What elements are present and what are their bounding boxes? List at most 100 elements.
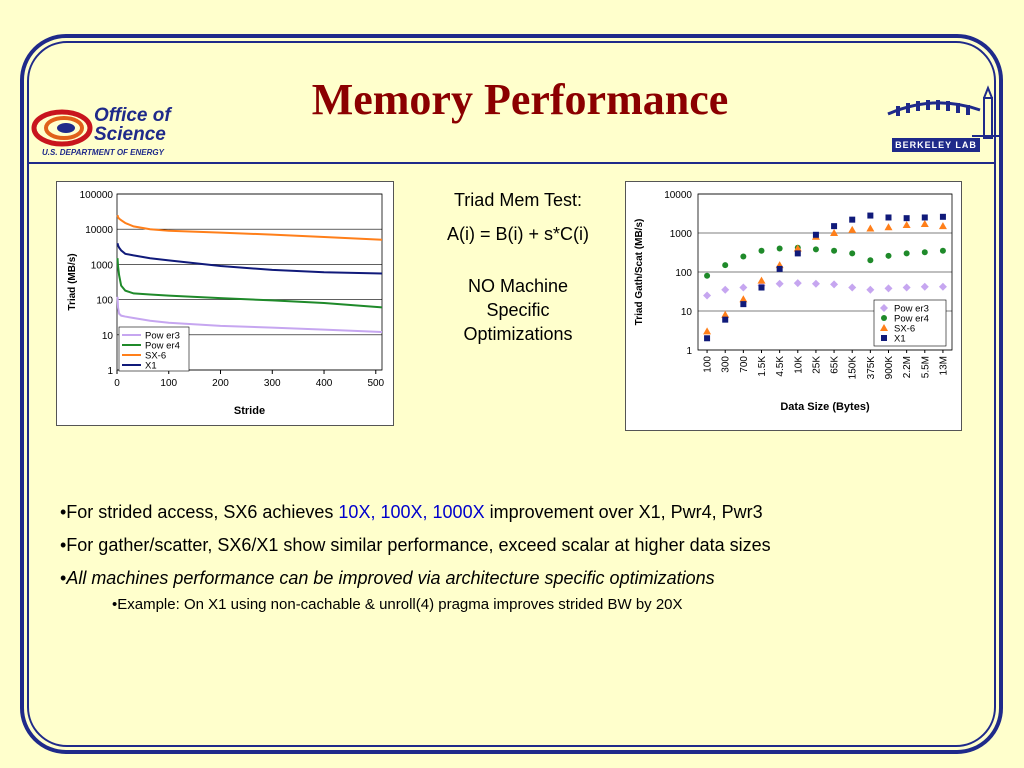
- legend-label: SX-6: [894, 324, 915, 335]
- y-tick-label: 10: [102, 331, 114, 342]
- point-sx-6: [721, 310, 730, 318]
- bullet-strided-suffix: improvement over X1, Pwr4, Pwr3: [484, 502, 763, 522]
- y-tick-label: 1000: [670, 229, 693, 240]
- point-power3: [775, 279, 784, 288]
- highlight-10x: 10X: [338, 502, 371, 522]
- x-tick-label: 1.5K: [757, 356, 768, 377]
- x-tick-label: 4.5K: [775, 356, 786, 377]
- point-x1: [885, 214, 892, 221]
- legend-marker: [881, 335, 887, 341]
- point-power3: [848, 283, 857, 292]
- point-power3: [830, 280, 839, 289]
- legend-label: Pow er3: [894, 304, 929, 315]
- bullet-strided: •For strided access, SX6 achieves 10X, 1…: [60, 496, 990, 529]
- bullet-list: •For strided access, SX6 achieves 10X, 1…: [60, 496, 990, 619]
- point-power3: [739, 283, 748, 292]
- point-power3: [793, 279, 802, 288]
- x-tick-label: 150K: [848, 356, 859, 380]
- title-divider: [28, 162, 996, 164]
- point-power4: [939, 247, 946, 254]
- point-sx-6: [938, 222, 947, 230]
- x-tick-label: 100: [703, 356, 714, 373]
- x-tick-label: 10K: [793, 356, 804, 374]
- point-x1: [812, 231, 819, 238]
- highlight-sep2: ,: [422, 502, 433, 522]
- bullet-mark: •: [60, 568, 67, 588]
- y-tick-label: 1: [686, 346, 692, 357]
- point-power3: [920, 282, 929, 291]
- point-sx-6: [866, 224, 875, 232]
- point-power4: [776, 245, 783, 252]
- point-x1: [776, 265, 783, 272]
- no-opt-line3: Optimizations: [463, 324, 573, 344]
- point-x1: [939, 213, 946, 220]
- x-tick-label: 2.2M: [902, 356, 913, 378]
- legend-label: Pow er4: [145, 341, 180, 352]
- point-sx-6: [703, 327, 712, 335]
- x-tick-label: 400: [316, 378, 333, 389]
- y-tick-label: 100: [96, 296, 113, 307]
- x-tick-label: 500: [367, 378, 384, 389]
- legend-label: X1: [894, 334, 906, 345]
- chart-strided-triad: 1 10 100 1000 10000 100000 0 100 200 300 400 500 Str…: [56, 181, 394, 426]
- y-tick-label: 10000: [664, 190, 692, 201]
- slide-frame-outer: [20, 34, 1003, 754]
- legend-label: SX-6: [145, 351, 166, 362]
- doe-swirl-icon: [30, 108, 94, 148]
- y-tick-label: 10: [681, 307, 693, 318]
- series-line-power4: [116, 258, 383, 309]
- point-x1: [867, 212, 874, 219]
- point-sx-6: [793, 244, 802, 252]
- point-x1: [921, 214, 928, 221]
- triad-formula: A(i) = B(i) + s*C(i): [446, 224, 589, 244]
- bullet-all-machines: •All machines performance can be improve…: [60, 562, 990, 595]
- point-power4: [921, 249, 928, 256]
- logo-line1: Office of: [94, 105, 171, 126]
- logo-text: Office of Science: [94, 106, 171, 144]
- point-power4: [740, 253, 747, 260]
- legend-label: Pow er4: [894, 314, 929, 325]
- legend-marker: [881, 315, 887, 321]
- point-power4: [812, 246, 819, 253]
- x-tick-label: 100: [160, 378, 177, 389]
- point-sx-6: [830, 229, 839, 236]
- bullet-example: •Example: On X1 using non-cachable & unr…: [112, 596, 683, 613]
- x-tick-label: 375K: [866, 356, 877, 380]
- point-power4: [831, 247, 838, 254]
- point-x1: [722, 316, 729, 323]
- series-line-x1: [116, 242, 383, 275]
- highlight-sep1: ,: [370, 502, 381, 522]
- logo-line2: Science: [94, 124, 166, 145]
- x-tick-label: 25K: [811, 356, 822, 374]
- x-axis-label: Data Size (Bytes): [780, 401, 870, 413]
- plot-area: [116, 193, 383, 371]
- no-opt-line1: NO Machine: [467, 276, 569, 296]
- point-sx-6: [884, 223, 893, 231]
- y-tick-label: 10000: [85, 225, 113, 236]
- slide-frame-inner: [27, 41, 996, 747]
- bullet-all-machines-text: All machines performance can be improved…: [66, 568, 715, 588]
- point-power3: [866, 285, 875, 294]
- x-axis-label: Stride: [234, 405, 265, 417]
- berkeley-building-icon: [887, 85, 1002, 139]
- point-x1: [849, 216, 856, 223]
- point-power3: [811, 279, 820, 288]
- legend-marker: [880, 304, 888, 312]
- point-power3: [938, 282, 947, 291]
- y-tick-label: 1: [107, 366, 113, 377]
- y-tick-label: 100000: [80, 190, 114, 201]
- point-sx-6: [739, 295, 748, 303]
- point-power4: [849, 250, 856, 257]
- bullet-gather: •For gather/scatter, SX6/X1 show similar…: [60, 535, 771, 555]
- point-power3: [884, 284, 893, 293]
- logo-dept: U.S. DEPARTMENT OF ENERGY: [42, 148, 164, 157]
- point-sx-6: [848, 225, 857, 233]
- x-tick-label: 13M: [938, 356, 949, 375]
- no-opt-line2: Specific: [486, 300, 550, 320]
- point-power3: [721, 285, 730, 294]
- chart-gather-scatter: 1 10 100 1000 10000 100 300 700 1.5K 4.5K 10K 25K 65…: [625, 181, 962, 431]
- y-tick-label: 1000: [91, 260, 114, 271]
- series-line-sx-6: [116, 214, 383, 241]
- page-title: Memory Performance: [311, 75, 729, 124]
- triad-description: Triad Mem Test: A(i) = B(i) + s*C(i) NO …: [416, 188, 620, 346]
